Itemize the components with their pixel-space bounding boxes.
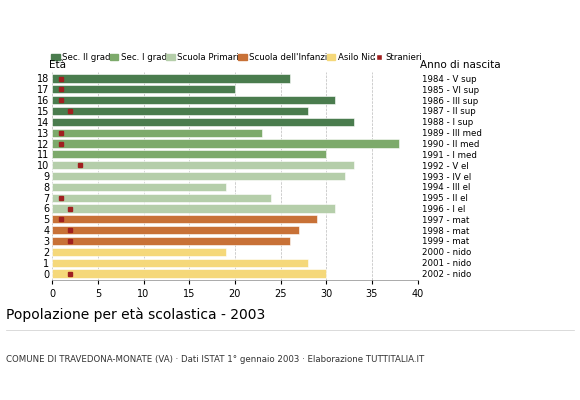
Legend: Sec. II grado, Sec. I grado, Scuola Primaria, Scuola dell'Infanzia, Asilo Nido, : Sec. II grado, Sec. I grado, Scuola Prim…	[49, 51, 424, 64]
Text: COMUNE DI TRAVEDONA-MONATE (VA) · Dati ISTAT 1° gennaio 2003 · Elaborazione TUTT: COMUNE DI TRAVEDONA-MONATE (VA) · Dati I…	[6, 355, 424, 364]
Bar	[52, 204, 335, 212]
Bar	[52, 129, 262, 137]
Bar	[52, 226, 299, 234]
Bar	[52, 150, 326, 158]
Bar	[52, 96, 335, 104]
Bar	[52, 194, 271, 202]
Bar	[52, 118, 354, 126]
Bar	[52, 85, 235, 93]
Bar	[52, 215, 317, 223]
Bar	[52, 183, 226, 191]
Bar	[52, 259, 308, 267]
Bar	[52, 237, 289, 245]
Bar	[52, 172, 345, 180]
Bar	[52, 140, 399, 148]
Bar	[52, 74, 289, 82]
Text: Anno di nascita: Anno di nascita	[420, 60, 501, 70]
Text: Popolazione per età scolastica - 2003: Popolazione per età scolastica - 2003	[6, 308, 265, 322]
Text: Età: Età	[49, 60, 66, 70]
Bar	[52, 107, 308, 115]
Bar	[52, 161, 354, 169]
Bar	[52, 248, 226, 256]
Bar	[52, 270, 326, 278]
